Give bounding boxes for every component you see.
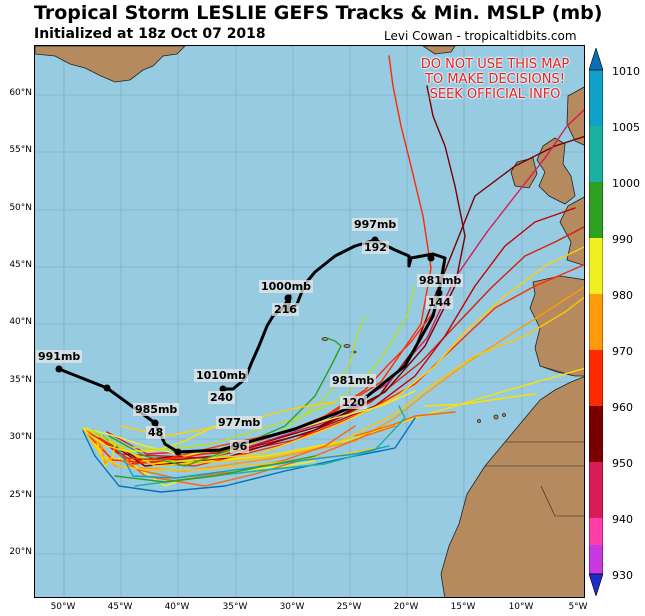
hour-label: 48 [146, 426, 166, 439]
colorbar-tick: 930 [612, 569, 633, 582]
pressure-label: 981mb [417, 274, 464, 287]
hour-label: 240 [208, 391, 235, 404]
land [35, 46, 584, 597]
lat-tick: 60°N [9, 88, 32, 98]
lon-tick: 5°W [568, 602, 588, 612]
hour-label: 120 [340, 396, 367, 409]
pressure-label: 997mb [352, 218, 399, 231]
colorbar-tick: 950 [612, 457, 633, 470]
lon-tick: 15°W [450, 602, 476, 612]
lat-tick: 40°N [9, 317, 32, 327]
graticule [35, 46, 584, 597]
lon-tick: 20°W [393, 602, 419, 612]
map-graphic [35, 46, 584, 597]
colorbar-tick: 990 [612, 233, 633, 246]
pressure-label: 981mb [330, 374, 377, 387]
colorbar-tick: 960 [612, 401, 633, 414]
lon-tick: 25°W [336, 602, 362, 612]
lon-tick: 40°W [164, 602, 190, 612]
lat-tick: 45°N [9, 260, 32, 270]
lon-tick: 45°W [107, 602, 133, 612]
colorbar-tick: 970 [612, 345, 633, 358]
warning-line: TO MAKE DECISIONS! [425, 72, 565, 87]
lat-tick: 30°N [9, 432, 32, 442]
colorbar-tick: 1010 [612, 65, 640, 78]
map-title: Tropical Storm LESLIE GEFS Tracks & Min.… [34, 2, 603, 24]
credit: Levi Cowan - tropicaltidbits.com [384, 29, 577, 43]
colorbar-tick: 940 [612, 513, 633, 526]
warning-line: SEEK OFFICIAL INFO [429, 87, 561, 102]
pressure-label: 991mb [36, 350, 83, 363]
lat-tick: 50°N [9, 203, 32, 213]
pressure-label: 1000mb [259, 280, 313, 293]
pressure-colorbar [589, 48, 603, 596]
lat-tick: 25°N [9, 490, 32, 500]
lat-tick: 20°N [9, 547, 32, 557]
colorbar-tick: 980 [612, 289, 633, 302]
map-panel [34, 45, 585, 598]
pressure-label: 977mb [216, 416, 263, 429]
init-time: Initialized at 18z Oct 07 2018 [34, 26, 266, 42]
lon-tick: 50°W [50, 602, 76, 612]
colorbar-tick: 1000 [612, 177, 640, 190]
hour-label: 144 [426, 296, 453, 309]
pressure-label: 1010mb [194, 369, 248, 382]
hour-label: 216 [272, 303, 299, 316]
lon-tick: 10°W [508, 602, 534, 612]
ensemble-tracks [82, 55, 584, 493]
lon-tick: 35°W [222, 602, 248, 612]
colorbar-tick: 1005 [612, 121, 640, 134]
lon-tick: 30°W [279, 602, 305, 612]
warning-line: DO NOT USE THIS MAP [420, 57, 570, 72]
lat-tick: 35°N [9, 375, 32, 385]
warning-notice: DO NOT USE THIS MAP TO MAKE DECISIONS! S… [400, 57, 590, 102]
pressure-label: 985mb [133, 403, 180, 416]
hour-label: 96 [230, 440, 250, 453]
hour-label: 192 [362, 241, 389, 254]
lat-tick: 55°N [9, 145, 32, 155]
